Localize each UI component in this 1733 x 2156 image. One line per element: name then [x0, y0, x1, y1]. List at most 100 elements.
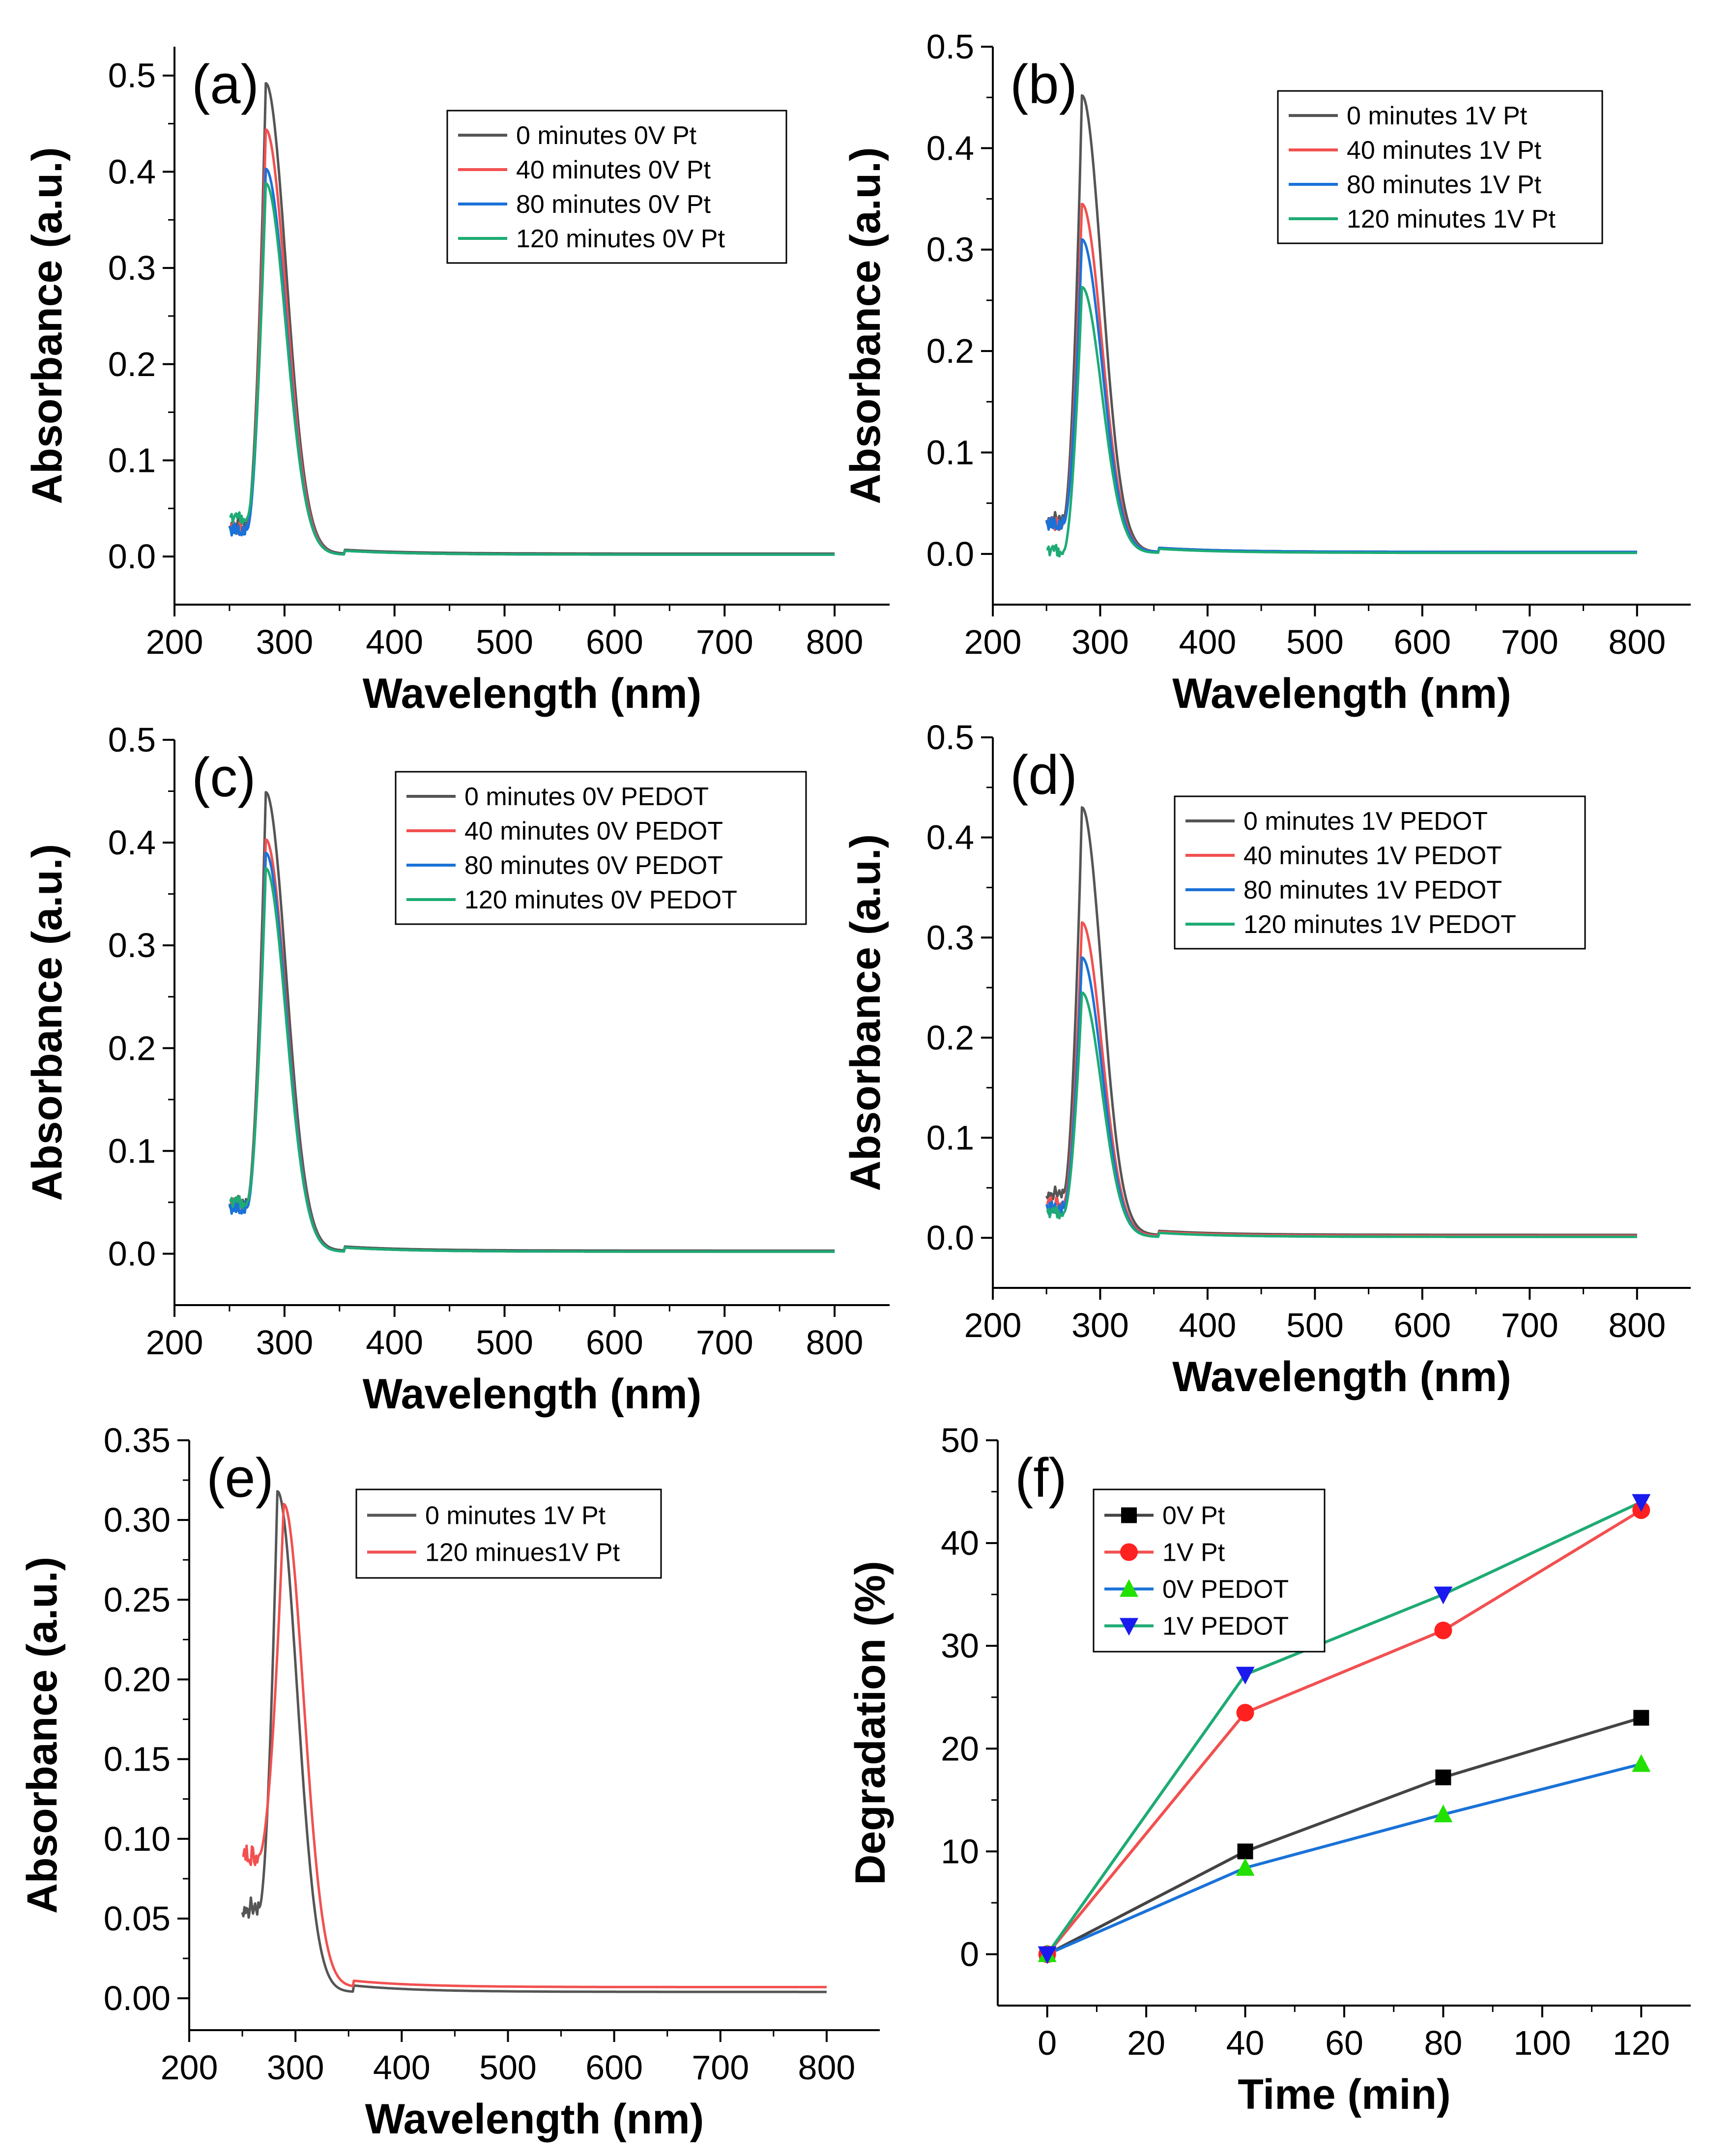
legend-label: 0 minutes 1V Pt	[425, 1502, 606, 1530]
y-tick-label: 0.00	[104, 1979, 171, 2017]
y-tick-label: 0.2	[926, 1019, 974, 1057]
x-tick-label: 80	[1424, 2024, 1462, 2062]
y-tick-label: 40	[941, 1524, 979, 1562]
x-tick-label: 800	[1608, 623, 1666, 661]
y-tick-label: 0.3	[926, 918, 974, 957]
series-line-2	[242, 1503, 827, 1988]
x-tick-label: 300	[256, 1323, 313, 1362]
legend: 0 minutes 1V Pt 40 minutes 1V Pt 80 minute…	[1277, 90, 1603, 244]
y-tick-label: 10	[941, 1832, 979, 1870]
x-tick-label: 400	[366, 623, 423, 661]
series-line-2	[1046, 921, 1638, 1237]
legend-label: 80 minutes 0V Pt	[516, 190, 711, 219]
x-tick-label: 500	[476, 1323, 533, 1362]
x-tick-label: 800	[1608, 1306, 1666, 1344]
y-tick-label: 0.35	[104, 1421, 171, 1459]
y-tick-label: 0.20	[104, 1660, 171, 1698]
legend-label: 0 minutes 1V Pt	[1347, 102, 1528, 130]
y-tick-label: 0.4	[926, 818, 974, 857]
legend-marker	[1120, 1618, 1138, 1636]
legend-label: 80 minutes 0V PEDOT	[464, 851, 723, 880]
x-axis-title: Wavelength (nm)	[363, 670, 702, 717]
y-tick-label: 0.3	[926, 231, 974, 269]
y-tick-label: 0.0	[108, 1234, 156, 1273]
y-tick-label: 0.15	[104, 1740, 171, 1778]
legend-box	[395, 771, 807, 925]
x-tick-label: 40	[1226, 2024, 1265, 2062]
data-point	[1236, 1666, 1255, 1685]
y-axis-title: Degradation (%)	[847, 1561, 894, 1885]
y-tick-label: 0.3	[108, 926, 156, 964]
y-axis-title: Absorbance (a.u.)	[24, 844, 71, 1201]
data-point	[1038, 1946, 1057, 1964]
y-tick-label: 0.4	[926, 129, 974, 167]
y-tick-label: 0.5	[926, 28, 974, 66]
x-tick-label: 0	[1038, 2024, 1057, 2062]
x-axis-title: Wavelength (nm)	[1172, 670, 1511, 717]
x-tick-label: 800	[806, 623, 864, 661]
x-tick-label: 500	[1286, 623, 1344, 661]
series-line-1v-pedot	[1046, 1500, 1642, 1955]
legend-label: 120 minutes 0V Pt	[516, 225, 725, 253]
x-tick-label: 700	[692, 2048, 749, 2087]
legend: 0 minutes 1V Pt 120 minues1V Pt	[355, 1488, 662, 1579]
data-point	[1632, 1754, 1651, 1772]
series-line-0v-pt	[1046, 1716, 1642, 1956]
x-tick-label: 500	[1286, 1306, 1344, 1344]
y-tick-label: 0.2	[108, 345, 156, 383]
y-tick-label: 0.0	[108, 537, 156, 576]
x-tick-label: 700	[1501, 623, 1559, 661]
series-line-3	[1045, 238, 1638, 554]
legend-marker	[1120, 1543, 1138, 1561]
legend-label: 120 minues1V Pt	[425, 1539, 620, 1567]
y-tick-label: 20	[941, 1729, 979, 1768]
x-tick-label: 500	[479, 2048, 537, 2087]
x-tick-label: 600	[1393, 1306, 1451, 1344]
legend: 0 minutes 1V PEDOT 40 minutes 1V PEDOT 80 …	[1174, 795, 1586, 950]
data-point	[1236, 1858, 1255, 1876]
y-tick-label: 0.5	[926, 718, 974, 757]
y-tick-label: 30	[941, 1627, 979, 1665]
series-line-3	[1045, 956, 1638, 1238]
panel-2: 200 300 400 500 600 700 800 0.0 0.1 0.2 0.3 0.4 0.5 W…	[842, 28, 1691, 717]
y-tick-label: 0.3	[108, 249, 156, 287]
x-tick-label: 200	[146, 1323, 203, 1362]
legend-label: 80 minutes 1V PEDOT	[1243, 876, 1502, 904]
legend-label: 40 minutes 1V Pt	[1347, 136, 1542, 165]
x-tick-label: 400	[1179, 1306, 1237, 1344]
x-tick-label: 400	[1179, 623, 1237, 661]
x-tick-label: 120	[1613, 2024, 1670, 2062]
panel-1: 200 300 400 500 600 700 800 0.0 0.1 0.2 0.3 0.4 0.5 W…	[24, 47, 890, 717]
x-tick-label: 200	[964, 623, 1022, 661]
y-tick-label: 0.1	[926, 433, 974, 471]
legend-label: 1V Pt	[1162, 1539, 1225, 1567]
legend-label: 0V Pt	[1162, 1502, 1225, 1530]
legend-label: 0 minutes 0V PEDOT	[464, 783, 709, 811]
y-tick-label: 0.1	[108, 441, 156, 479]
y-tick-label: 0.1	[926, 1119, 974, 1157]
y-tick-label: 0.0	[926, 535, 974, 573]
x-axis-title: Wavelength (nm)	[363, 1370, 702, 1418]
x-tick-label: 200	[146, 623, 203, 661]
x-tick-label: 200	[964, 1306, 1022, 1344]
y-tick-label: 0.2	[108, 1029, 156, 1067]
series-line-2	[1046, 203, 1638, 554]
panel-3: 200 300 400 500 600 700 800 0.0 0.1 0.2 0.3 0.4 0.5 W…	[24, 721, 890, 1418]
x-axis-title: Wavelength (nm)	[1172, 1353, 1511, 1400]
panel-6: 0 20 40 60 80 100 120 0 10 20 30 40 50 Time (min) Degr…	[847, 1421, 1691, 2118]
series-line-1	[241, 1490, 827, 1993]
x-tick-label: 700	[696, 1323, 753, 1362]
data-point	[1434, 1586, 1453, 1604]
legend-label: 120 minutes 0V PEDOT	[464, 886, 737, 914]
x-tick-label: 20	[1127, 2024, 1165, 2062]
data-point	[1434, 1621, 1452, 1639]
panel-label: (d)	[1010, 744, 1077, 806]
legend-box	[355, 1488, 662, 1579]
x-tick-label: 400	[366, 1323, 423, 1362]
y-tick-label: 0.5	[108, 57, 156, 95]
panel-5: 200 300 400 500 600 700 800 0.00 0.05 0.10 0.15 0.2…	[19, 1421, 880, 2143]
legend-label: 1V PEDOT	[1162, 1612, 1289, 1641]
legend-label: 40 minutes 0V PEDOT	[464, 817, 723, 845]
x-tick-label: 800	[798, 2048, 856, 2087]
